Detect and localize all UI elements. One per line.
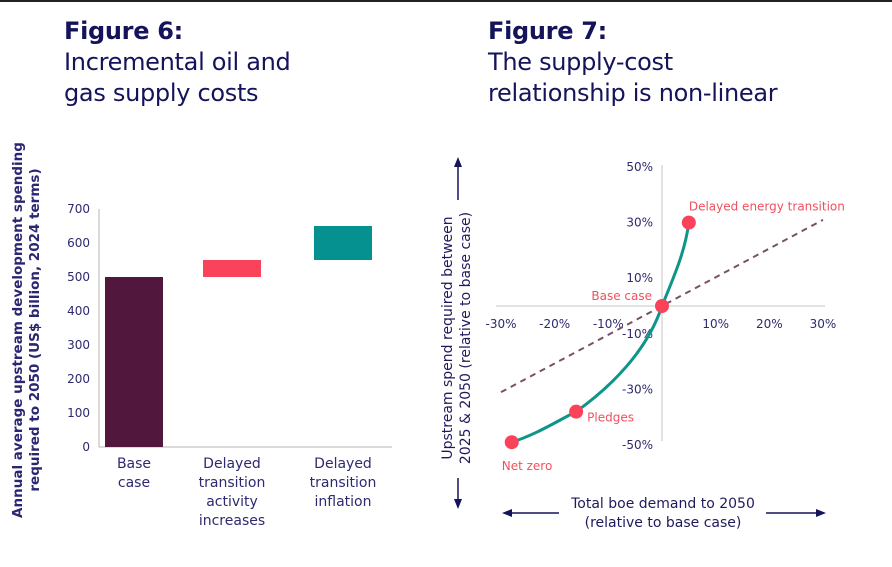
category-label: activity [206, 494, 258, 510]
y-tick-label: -30% [622, 382, 653, 396]
linear-reference-line [500, 218, 824, 394]
category-label: transition [199, 475, 266, 491]
y-tick-label: 10% [626, 271, 653, 285]
x-tick-label: 10% [702, 317, 729, 331]
y-tick-label: 300 [67, 338, 90, 352]
category-label: increases [199, 513, 265, 529]
y-tick-label: 30% [626, 216, 653, 230]
arrow-down-icon [454, 499, 462, 509]
x-tick-label: -20% [539, 317, 570, 331]
y-tick-label: 400 [67, 304, 90, 318]
bar-delayed-transition-inflation [314, 226, 372, 260]
category-label: Delayed [203, 456, 261, 472]
y-axis-label-line: Upstream spend required between [440, 216, 456, 459]
point-label: Delayed energy transition [689, 200, 845, 214]
y-tick-label: 50% [626, 160, 653, 174]
y-axis-label: Annual average upstream development spen… [10, 142, 43, 518]
x-tick-label: -10% [593, 317, 624, 331]
category-label: inflation [315, 494, 372, 510]
y-axis-label-line: 2025 & 2050 (relative to base case) [458, 212, 474, 464]
category-label: case [118, 475, 150, 491]
x-tick-label: 30% [810, 317, 837, 331]
category-label: Base [117, 456, 151, 472]
category-label: Delayed [314, 456, 372, 472]
figure-6-subtitle-line-2: gas supply costs [64, 79, 259, 107]
y-tick-label: -10% [622, 327, 653, 341]
point-label: Base case [591, 289, 652, 303]
point-pledges [569, 404, 584, 419]
figure-7-subtitle-line-2: relationship is non-linear [488, 79, 778, 107]
arrow-up-icon [454, 157, 462, 167]
bar-base-case [105, 277, 163, 447]
x-axis-label-line: (relative to base case) [585, 515, 742, 531]
x-axis-label-line: Total boe demand to 2050 [570, 496, 755, 512]
y-axis-label-line: required to 2050 (US$ billion, 2024 term… [27, 168, 43, 491]
y-tick-label: 700 [67, 202, 90, 216]
y-axis-label: Upstream spend required between 2025 & 20… [440, 212, 474, 464]
category-label: transition [310, 475, 377, 491]
x-tick-label: 20% [756, 317, 783, 331]
y-tick-label: 500 [67, 270, 90, 284]
y-tick-label: 100 [67, 406, 90, 420]
point-base-case [655, 299, 669, 313]
y-axis-label-line: Annual average upstream development spen… [10, 142, 26, 518]
arrow-right-icon [816, 509, 826, 517]
top-border [0, 0, 892, 2]
point-label: Pledges [587, 411, 634, 425]
figure-7-subtitle-line-1: The supply-cost [488, 48, 673, 76]
bar-delayed-transition-activity-increases [203, 260, 261, 277]
figure-6-number: Figure 6: [64, 17, 183, 45]
point-delayed-energy-transition [681, 215, 696, 230]
y-tick-label: 600 [67, 236, 90, 250]
point-label: Net zero [502, 459, 553, 473]
x-tick-label: -30% [485, 317, 516, 331]
supply-cost-curve [511, 222, 691, 444]
figure-6-title: Figure 6: Incremental oil and gas supply… [64, 16, 291, 109]
point-net-zero [504, 435, 519, 450]
figure-7-title: Figure 7: The supply-cost relationship i… [488, 16, 778, 109]
y-tick-label: 0 [82, 440, 90, 454]
y-tick-label: 200 [67, 372, 90, 386]
arrow-left-icon [502, 509, 512, 517]
figure-6-subtitle-line-1: Incremental oil and [64, 48, 291, 76]
figure-7-number: Figure 7: [488, 17, 607, 45]
y-tick-label: -50% [622, 438, 653, 452]
